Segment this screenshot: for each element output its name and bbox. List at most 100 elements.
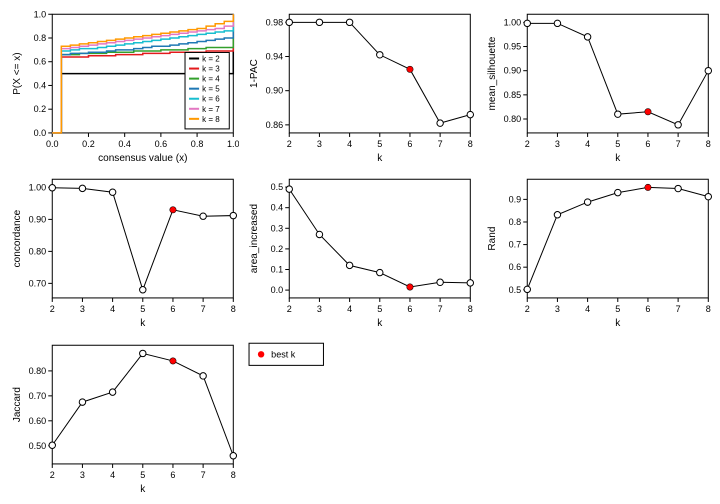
best-k-point: [644, 109, 650, 115]
svg-text:k = 2: k = 2: [202, 55, 220, 64]
best-k-point: [170, 207, 176, 213]
data-point: [79, 185, 85, 191]
data-point: [554, 20, 560, 26]
svg-text:0.8: 0.8: [34, 33, 47, 43]
data-point: [554, 212, 560, 218]
svg-text:k: k: [140, 484, 146, 495]
svg-text:0.6: 0.6: [34, 57, 47, 67]
data-point: [79, 399, 85, 405]
data-point: [584, 34, 590, 40]
svg-text:5: 5: [140, 470, 145, 480]
chart-grid: 0.00.20.40.60.81.00.00.20.40.60.81.0cons…: [0, 0, 720, 504]
svg-text:k = 7: k = 7: [202, 105, 220, 114]
svg-text:0.4: 0.4: [118, 139, 131, 149]
data-point: [317, 19, 323, 25]
svg-text:8: 8: [231, 470, 236, 480]
svg-text:4: 4: [347, 139, 352, 149]
svg-text:0.90: 0.90: [266, 86, 284, 96]
svg-text:4: 4: [110, 470, 115, 480]
data-point: [467, 280, 473, 286]
chart-jaccard: 23456780.500.600.700.80kJaccard: [6, 337, 239, 498]
svg-text:2: 2: [50, 304, 55, 314]
svg-text:7: 7: [675, 139, 680, 149]
svg-text:7: 7: [201, 470, 206, 480]
svg-text:0.7: 0.7: [508, 240, 521, 250]
svg-text:0.85: 0.85: [503, 90, 521, 100]
data-point: [286, 186, 292, 192]
svg-text:0.50: 0.50: [29, 440, 47, 450]
svg-text:2: 2: [50, 470, 55, 480]
svg-text:k: k: [615, 318, 621, 329]
grid-cell: best k: [243, 337, 476, 498]
svg-text:1.00: 1.00: [29, 183, 47, 193]
data-point: [230, 213, 236, 219]
svg-text:3: 3: [317, 139, 322, 149]
svg-text:0.90: 0.90: [29, 215, 47, 225]
grid-cell: 23456780.50.60.70.80.9kRand: [481, 171, 714, 332]
svg-text:0.9: 0.9: [508, 195, 521, 205]
data-point: [317, 232, 323, 238]
chart-area_increased: 23456780.00.10.20.30.40.5karea_increased: [243, 171, 476, 332]
best-k-point: [644, 185, 650, 191]
svg-text:0.0: 0.0: [34, 128, 47, 138]
svg-text:k = 4: k = 4: [202, 75, 220, 84]
svg-text:5: 5: [378, 139, 383, 149]
svg-text:4: 4: [110, 304, 115, 314]
svg-text:k: k: [615, 153, 621, 164]
best-k-point: [170, 357, 176, 363]
svg-text:k = 6: k = 6: [202, 95, 220, 104]
data-point: [347, 262, 353, 268]
svg-text:concordance: concordance: [12, 210, 23, 268]
svg-text:3: 3: [555, 304, 560, 314]
svg-text:0.98: 0.98: [266, 17, 284, 27]
legend-bestk-panel: best k: [243, 337, 476, 498]
svg-text:0.94: 0.94: [266, 52, 284, 62]
svg-text:8: 8: [705, 304, 710, 314]
svg-text:1.0: 1.0: [34, 9, 47, 19]
svg-text:0.70: 0.70: [29, 279, 47, 289]
chart-rand: 23456780.50.60.70.80.9kRand: [481, 171, 714, 332]
svg-text:3: 3: [317, 304, 322, 314]
svg-text:0.6: 0.6: [155, 139, 168, 149]
svg-text:area_increased: area_increased: [249, 204, 260, 273]
svg-text:6: 6: [170, 470, 175, 480]
data-point: [230, 452, 236, 458]
svg-text:1-PAC: 1-PAC: [249, 59, 260, 88]
svg-text:0.4: 0.4: [271, 203, 284, 213]
svg-text:0.8: 0.8: [191, 139, 204, 149]
data-point: [524, 20, 530, 26]
data-point: [109, 189, 115, 195]
svg-text:2: 2: [287, 304, 292, 314]
svg-text:0.0: 0.0: [46, 139, 59, 149]
svg-text:0.2: 0.2: [82, 139, 95, 149]
svg-text:8: 8: [231, 304, 236, 314]
data-point: [524, 286, 530, 292]
svg-text:6: 6: [170, 304, 175, 314]
svg-text:5: 5: [615, 304, 620, 314]
data-point: [614, 111, 620, 117]
svg-text:7: 7: [675, 304, 680, 314]
svg-text:8: 8: [468, 139, 473, 149]
svg-text:0.80: 0.80: [29, 247, 47, 257]
svg-text:6: 6: [645, 139, 650, 149]
chart-one_minus_pac: 23456780.860.900.940.98k1-PAC: [243, 6, 476, 167]
data-point: [49, 185, 55, 191]
svg-text:0.90: 0.90: [503, 66, 521, 76]
svg-text:0.5: 0.5: [508, 285, 521, 295]
svg-text:4: 4: [585, 139, 590, 149]
svg-text:2: 2: [524, 304, 529, 314]
svg-text:mean_silhouette: mean_silhouette: [487, 36, 498, 110]
svg-text:0.95: 0.95: [503, 42, 521, 52]
svg-text:8: 8: [705, 139, 710, 149]
chart-mean_silhouette: 23456780.800.850.900.951.00kmean_silhoue…: [481, 6, 714, 167]
svg-text:7: 7: [201, 304, 206, 314]
grid-cell: 23456780.700.800.901.00kconcordance: [6, 171, 239, 332]
svg-text:consensus value (x): consensus value (x): [98, 153, 187, 164]
svg-text:k: k: [140, 318, 146, 329]
svg-text:0.0: 0.0: [271, 285, 284, 295]
svg-text:0.8: 0.8: [508, 217, 521, 227]
data-point: [200, 372, 206, 378]
svg-text:k: k: [378, 153, 384, 164]
data-point: [49, 442, 55, 448]
svg-text:Rand: Rand: [487, 227, 498, 251]
